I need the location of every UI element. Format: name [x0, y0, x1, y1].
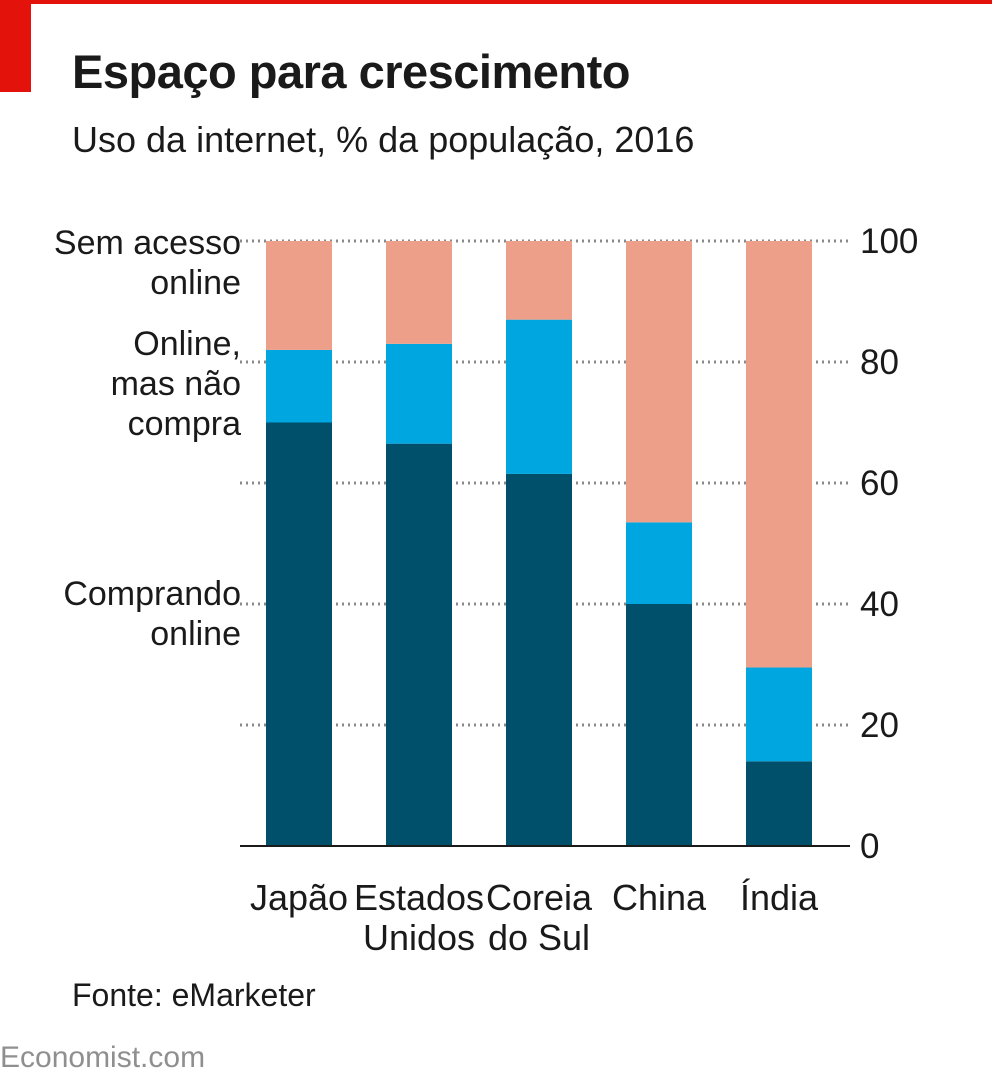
category-label-line: Índia	[740, 877, 819, 918]
bar-segment-1-2	[266, 349, 332, 423]
category-label-line: do Sul	[488, 917, 590, 958]
series-label-1: Comprando online	[63, 575, 241, 653]
y-tick-label-40: 40	[860, 585, 899, 624]
bar-segment-3-2	[506, 319, 572, 474]
bar-segment-5-2	[746, 667, 812, 762]
bar-segment-5-3	[746, 241, 812, 668]
chart-subtitle: Uso da internet, % da população, 2016	[72, 119, 695, 160]
red-corner-tag	[0, 0, 31, 92]
category-label-line: China	[612, 877, 707, 918]
bar-segment-4-1	[626, 604, 692, 846]
brand-mark: Economist.com	[0, 1041, 206, 1074]
bar-segment-2-2	[386, 343, 452, 444]
bar-segment-1-1	[266, 422, 332, 846]
series-label-2: Online, mas não compra	[111, 325, 241, 443]
series-label-line: online	[150, 264, 241, 302]
y-tick-label-20: 20	[860, 706, 899, 745]
series-label-line: Online,	[133, 325, 241, 363]
category-label-4: China	[612, 877, 707, 918]
category-label-2: Estados Unidos	[354, 877, 484, 958]
series-label-line: Sem acesso	[54, 224, 241, 262]
category-label-1: Japão	[250, 877, 348, 918]
y-axis: 0 20 40 60 80 100	[240, 222, 918, 866]
category-label-line: Estados	[354, 877, 484, 918]
bar-segment-5-1	[746, 761, 812, 846]
y-tick-label-100: 100	[860, 222, 918, 261]
bar-segment-4-2	[626, 522, 692, 604]
category-label-line: Unidos	[363, 917, 475, 958]
bar-segment-2-3	[386, 241, 452, 344]
series-label-line: online	[150, 615, 241, 653]
chart-title: Espaço para crescimento	[72, 45, 631, 98]
source-note: Fonte: eMarketer	[72, 977, 316, 1013]
bar-segment-4-3	[626, 241, 692, 523]
top-red-rule	[0, 0, 992, 4]
bar-segment-1-3	[266, 241, 332, 350]
bar-segment-2-1	[386, 443, 452, 846]
bar-segment-3-3	[506, 241, 572, 320]
series-label-line: mas não	[111, 365, 241, 403]
category-label-5: Índia	[740, 877, 819, 918]
category-label-line: Coreia	[486, 877, 593, 918]
bars	[266, 241, 812, 846]
series-label-3: Sem acesso online	[54, 224, 241, 302]
series-label-line: compra	[128, 405, 241, 443]
category-label-3: Coreia do Sul	[486, 877, 593, 958]
y-tick-label-60: 60	[860, 464, 899, 503]
category-label-line: Japão	[250, 877, 348, 918]
series-label-line: Comprando	[63, 575, 241, 613]
y-tick-label-0: 0	[860, 827, 879, 866]
y-tick-label-80: 80	[860, 343, 899, 382]
bar-segment-3-1	[506, 473, 572, 846]
